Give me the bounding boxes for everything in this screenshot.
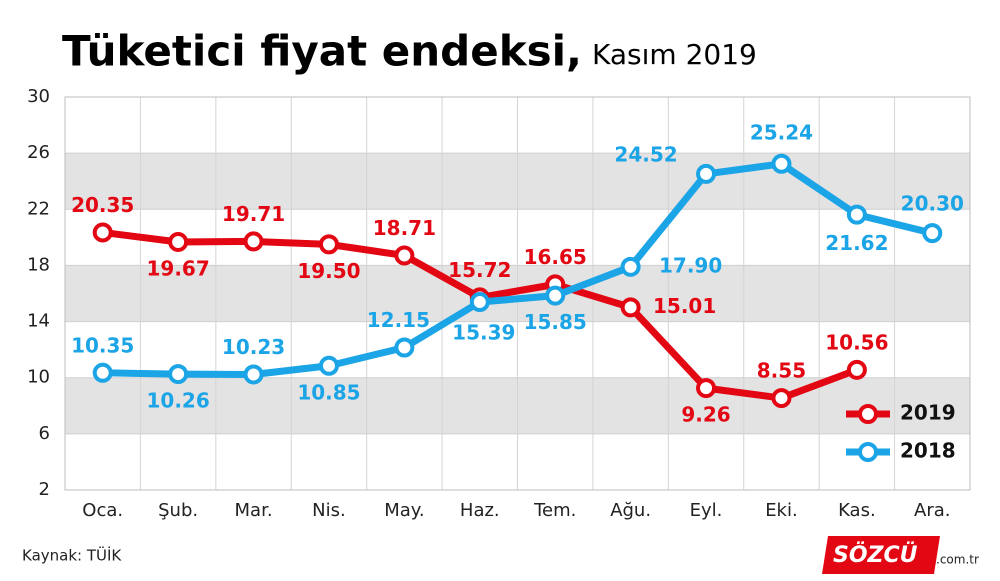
point	[469, 292, 490, 313]
source: Kaynak: TÜİK	[22, 546, 122, 565]
point	[696, 378, 717, 399]
data-label: 15.72	[448, 258, 511, 282]
logo-text: SÖZCÜ	[833, 542, 918, 568]
x-tick-label: Tem.	[533, 500, 576, 521]
logo-box	[822, 536, 940, 574]
point	[696, 163, 717, 184]
point	[318, 355, 339, 376]
point	[620, 256, 641, 277]
legend-label: 2018	[900, 439, 956, 463]
legend-marker	[858, 442, 878, 462]
data-label: 10.35	[71, 333, 134, 357]
data-label: 19.71	[222, 202, 285, 226]
chart-title: Tüketici fiyat endeksi,	[62, 27, 582, 76]
data-label: 10.23	[222, 335, 285, 359]
x-tick-label: Ara.	[914, 500, 950, 521]
legend-label: 2019	[900, 401, 956, 425]
data-label: 15.85	[524, 310, 587, 334]
line	[102, 160, 934, 378]
point	[168, 231, 189, 252]
y-tick-label: 14	[27, 311, 50, 332]
point	[846, 204, 867, 225]
x-tick-label: Oca.	[82, 500, 123, 521]
point	[243, 231, 264, 252]
y-tick-label: 2	[39, 479, 50, 500]
data-label: 9.26	[681, 403, 730, 427]
x-tick-label: Kas.	[838, 500, 876, 521]
data-label: 10.56	[825, 330, 888, 354]
point	[771, 153, 792, 174]
x-tick-label: May.	[384, 500, 424, 521]
logo-suffix: .com.tr	[936, 553, 979, 567]
data-label: 18.71	[373, 216, 436, 240]
point	[394, 245, 415, 266]
x-tick-label: Ağu.	[610, 500, 651, 521]
data-label: 24.52	[614, 142, 677, 166]
point	[771, 388, 792, 409]
data-label: 17.90	[659, 253, 722, 277]
data-label: 15.01	[653, 294, 716, 318]
data-label: 19.50	[297, 259, 360, 283]
x-tick-label: Nis.	[312, 500, 346, 521]
y-tick-label: 10	[27, 367, 50, 388]
data-label: 20.30	[901, 192, 964, 216]
chart-subtitle: Kasım 2019	[592, 38, 757, 71]
data-label: 12.15	[367, 308, 430, 332]
point	[92, 362, 113, 383]
x-tick-label: Mar.	[235, 500, 273, 521]
y-tick-label: 18	[27, 254, 50, 275]
data-label: 19.67	[146, 256, 209, 280]
plot-frame	[64, 96, 971, 491]
x-tick-label: Eki.	[765, 500, 798, 521]
logo: SÖZCÜ .com.tr	[822, 536, 979, 574]
y-tick-label: 26	[27, 142, 50, 163]
x-tick-label: Haz.	[460, 500, 500, 521]
point	[168, 364, 189, 385]
legend-marker	[858, 404, 878, 424]
data-label: 20.35	[71, 193, 134, 217]
point	[318, 234, 339, 255]
point	[846, 359, 867, 380]
point	[394, 337, 415, 358]
data-label: 21.62	[825, 231, 888, 255]
point	[620, 297, 641, 318]
data-label: 15.39	[452, 321, 515, 345]
data-label: 16.65	[524, 245, 587, 269]
y-tick-label: 30	[27, 86, 50, 107]
point	[922, 223, 943, 244]
data-label: 8.55	[757, 359, 806, 383]
y-tick-label: 6	[39, 423, 50, 444]
point	[545, 285, 566, 306]
data-label: 25.24	[750, 120, 813, 144]
data-label: 10.85	[297, 380, 360, 404]
x-tick-label: Eyl.	[690, 500, 723, 521]
series	[92, 153, 943, 385]
data-label: 10.26	[146, 389, 209, 413]
point	[243, 364, 264, 385]
y-tick-label: 22	[27, 198, 50, 219]
point	[92, 222, 113, 243]
x-tick-label: Şub.	[158, 500, 198, 521]
